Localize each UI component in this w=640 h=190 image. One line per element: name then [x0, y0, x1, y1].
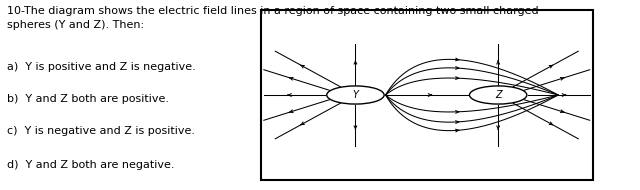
Bar	[261, 10, 593, 180]
Text: Z: Z	[495, 90, 502, 100]
Text: 10-The diagram shows the electric field lines in a region of space containing tw: 10-The diagram shows the electric field …	[6, 6, 538, 30]
Circle shape	[470, 86, 527, 104]
Text: c)  Y is negative and Z is positive.: c) Y is negative and Z is positive.	[6, 126, 195, 136]
Text: b)  Y and Z both are positive.: b) Y and Z both are positive.	[6, 94, 169, 104]
Text: a)  Y is positive and Z is negative.: a) Y is positive and Z is negative.	[6, 62, 195, 72]
Circle shape	[327, 86, 384, 104]
Text: d)  Y and Z both are negative.: d) Y and Z both are negative.	[6, 160, 174, 170]
Text: Y: Y	[353, 90, 358, 100]
